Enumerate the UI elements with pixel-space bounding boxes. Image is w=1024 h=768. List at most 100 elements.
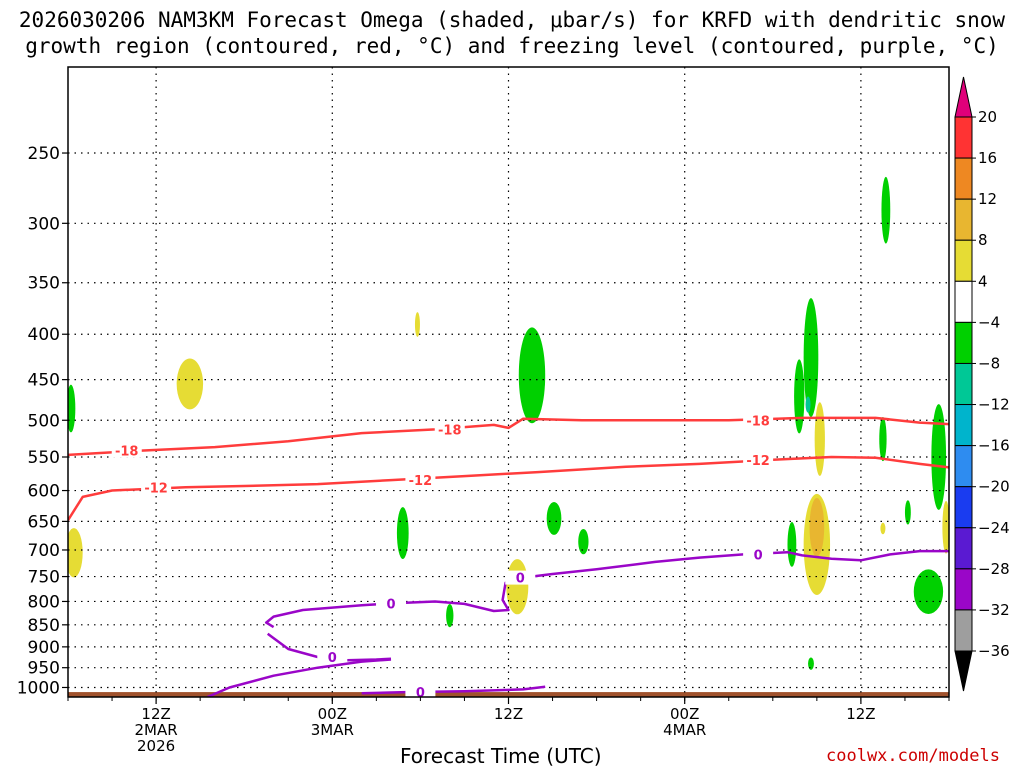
colorbar-swatch [954, 404, 973, 447]
y-tick-label: 1000 [17, 678, 60, 698]
colorbar-tick-label: −12 [978, 396, 1010, 414]
terrain-fill [68, 692, 949, 697]
contour-label-bg [405, 685, 436, 697]
y-tick-label: 550 [28, 448, 60, 468]
x-tick-label: 4MAR [663, 721, 706, 739]
contour-label-bg [141, 480, 172, 495]
colorbar-tick-label: −24 [978, 519, 1010, 537]
omega-region-1 [68, 528, 83, 578]
colorbar-tick-label: 20 [978, 108, 997, 126]
plot-area: -18 -18 -18 -12 -12 -12 0 0 0 0 0 [68, 67, 949, 701]
omega-region-11 [396, 507, 409, 560]
omega-region-19 [881, 176, 891, 244]
y-tick-label: 950 [28, 659, 60, 679]
omega-region-2 [414, 312, 420, 337]
contour-line-0-bottom [361, 685, 546, 695]
colorbar-swatch [954, 568, 973, 611]
contour-label-bg [405, 473, 436, 488]
omega-region-10 [518, 327, 546, 424]
colorbar-top-arrow [954, 76, 973, 118]
contour-label-bg [376, 596, 407, 611]
contour-label-bg [743, 413, 774, 428]
credit-link[interactable]: coolwx.com/models [826, 746, 1000, 766]
y-tick-label: 600 [28, 482, 60, 502]
contour-label: 0 [416, 686, 425, 701]
contour-line-0-upper [264, 549, 949, 629]
colorbar-swatch [954, 445, 973, 488]
contour-line-0-lower [207, 658, 392, 697]
contour-label: 0 [328, 651, 337, 666]
x-tick-label: 2026 [137, 737, 175, 755]
chart-title-line-1: 2026030206 NAM3KM Forecast Omega (shaded… [18, 8, 1006, 32]
x-tick-label: 2MAR [135, 721, 178, 739]
colorbar-tick-label: −36 [978, 642, 1010, 660]
contour-label: -12 [746, 454, 770, 469]
contour-label: -18 [438, 423, 462, 438]
omega-region-9 [68, 384, 76, 433]
colorbar-swatch [954, 239, 973, 282]
contour-label-bg [505, 570, 536, 585]
y-tick-label: 900 [28, 638, 60, 658]
omega-region-0 [176, 358, 204, 410]
omega-region-21 [904, 500, 911, 525]
contour-label: -12 [409, 474, 433, 489]
omega-region-7 [880, 522, 886, 535]
y-tick-label: 800 [28, 592, 60, 612]
omega-region-14 [446, 604, 454, 628]
y-tick-label: 250 [28, 144, 60, 164]
x-tick-label: 12Z [141, 705, 170, 723]
colorbar-tick-label: 8 [978, 231, 988, 249]
colorbar-tick-label: −8 [978, 354, 1000, 372]
colorbar-tick-label: −32 [978, 601, 1010, 619]
contour-label: -18 [746, 414, 770, 429]
colorbar-tick-label: −16 [978, 437, 1010, 455]
colorbar-swatch [954, 280, 973, 323]
colorbar-swatch [954, 157, 973, 200]
omega-region-4 [814, 402, 825, 476]
x-tick-label: 3MAR [311, 721, 354, 739]
colorbar-tick-label: 4 [978, 272, 988, 290]
colorbar-tick-label: 16 [978, 149, 997, 167]
contour-label-bg [743, 452, 774, 467]
y-tick-label: 350 [28, 274, 60, 294]
colorbar-swatch [954, 486, 973, 529]
chart-title-line-2: growth region (contoured, red, °C) and f… [25, 34, 999, 58]
omega-region-6 [809, 498, 825, 557]
colorbar-bottom-arrow [954, 650, 973, 692]
contour-label-bg [743, 547, 774, 562]
colorbar-swatch [954, 609, 973, 652]
omega-region-20 [879, 417, 887, 462]
y-tick-label: 400 [28, 325, 60, 345]
y-tick-label: 700 [28, 541, 60, 561]
colorbar-tick-label: 12 [978, 190, 997, 208]
y-tick-label: 450 [28, 371, 60, 391]
omega-region-24 [805, 396, 811, 413]
contour-label: -12 [144, 481, 168, 496]
colorbar-tick-label: −4 [978, 313, 1000, 331]
omega-region-12 [546, 501, 562, 535]
x-tick-label: 12Z [846, 705, 875, 723]
colorbar-swatch [954, 527, 973, 570]
omega-region-18 [808, 657, 814, 670]
colorbar-swatch [954, 116, 973, 159]
x-tick-label: 00Z [670, 705, 699, 723]
y-tick-label: 650 [28, 512, 60, 532]
contour-label-bg [317, 650, 348, 665]
omega-region-22 [931, 404, 947, 510]
colorbar-swatch [954, 321, 973, 364]
y-tick-label: 500 [28, 411, 60, 431]
contour-label-bg [434, 422, 465, 437]
x-tick-label: 00Z [318, 705, 347, 723]
x-tick-label: 12Z [494, 705, 523, 723]
colorbar-tick-label: −20 [978, 478, 1010, 496]
x-axis-label: Forecast Time (UTC) [400, 744, 602, 768]
contour-label: 0 [387, 597, 396, 612]
colorbar-swatch [954, 198, 973, 241]
contour-label: 0 [754, 548, 763, 563]
colorbar-swatch [954, 362, 973, 406]
omega-region-15 [803, 298, 819, 418]
contour-label: -18 [115, 445, 139, 460]
omega-region-17 [787, 522, 797, 567]
y-tick-label: 850 [28, 616, 60, 636]
